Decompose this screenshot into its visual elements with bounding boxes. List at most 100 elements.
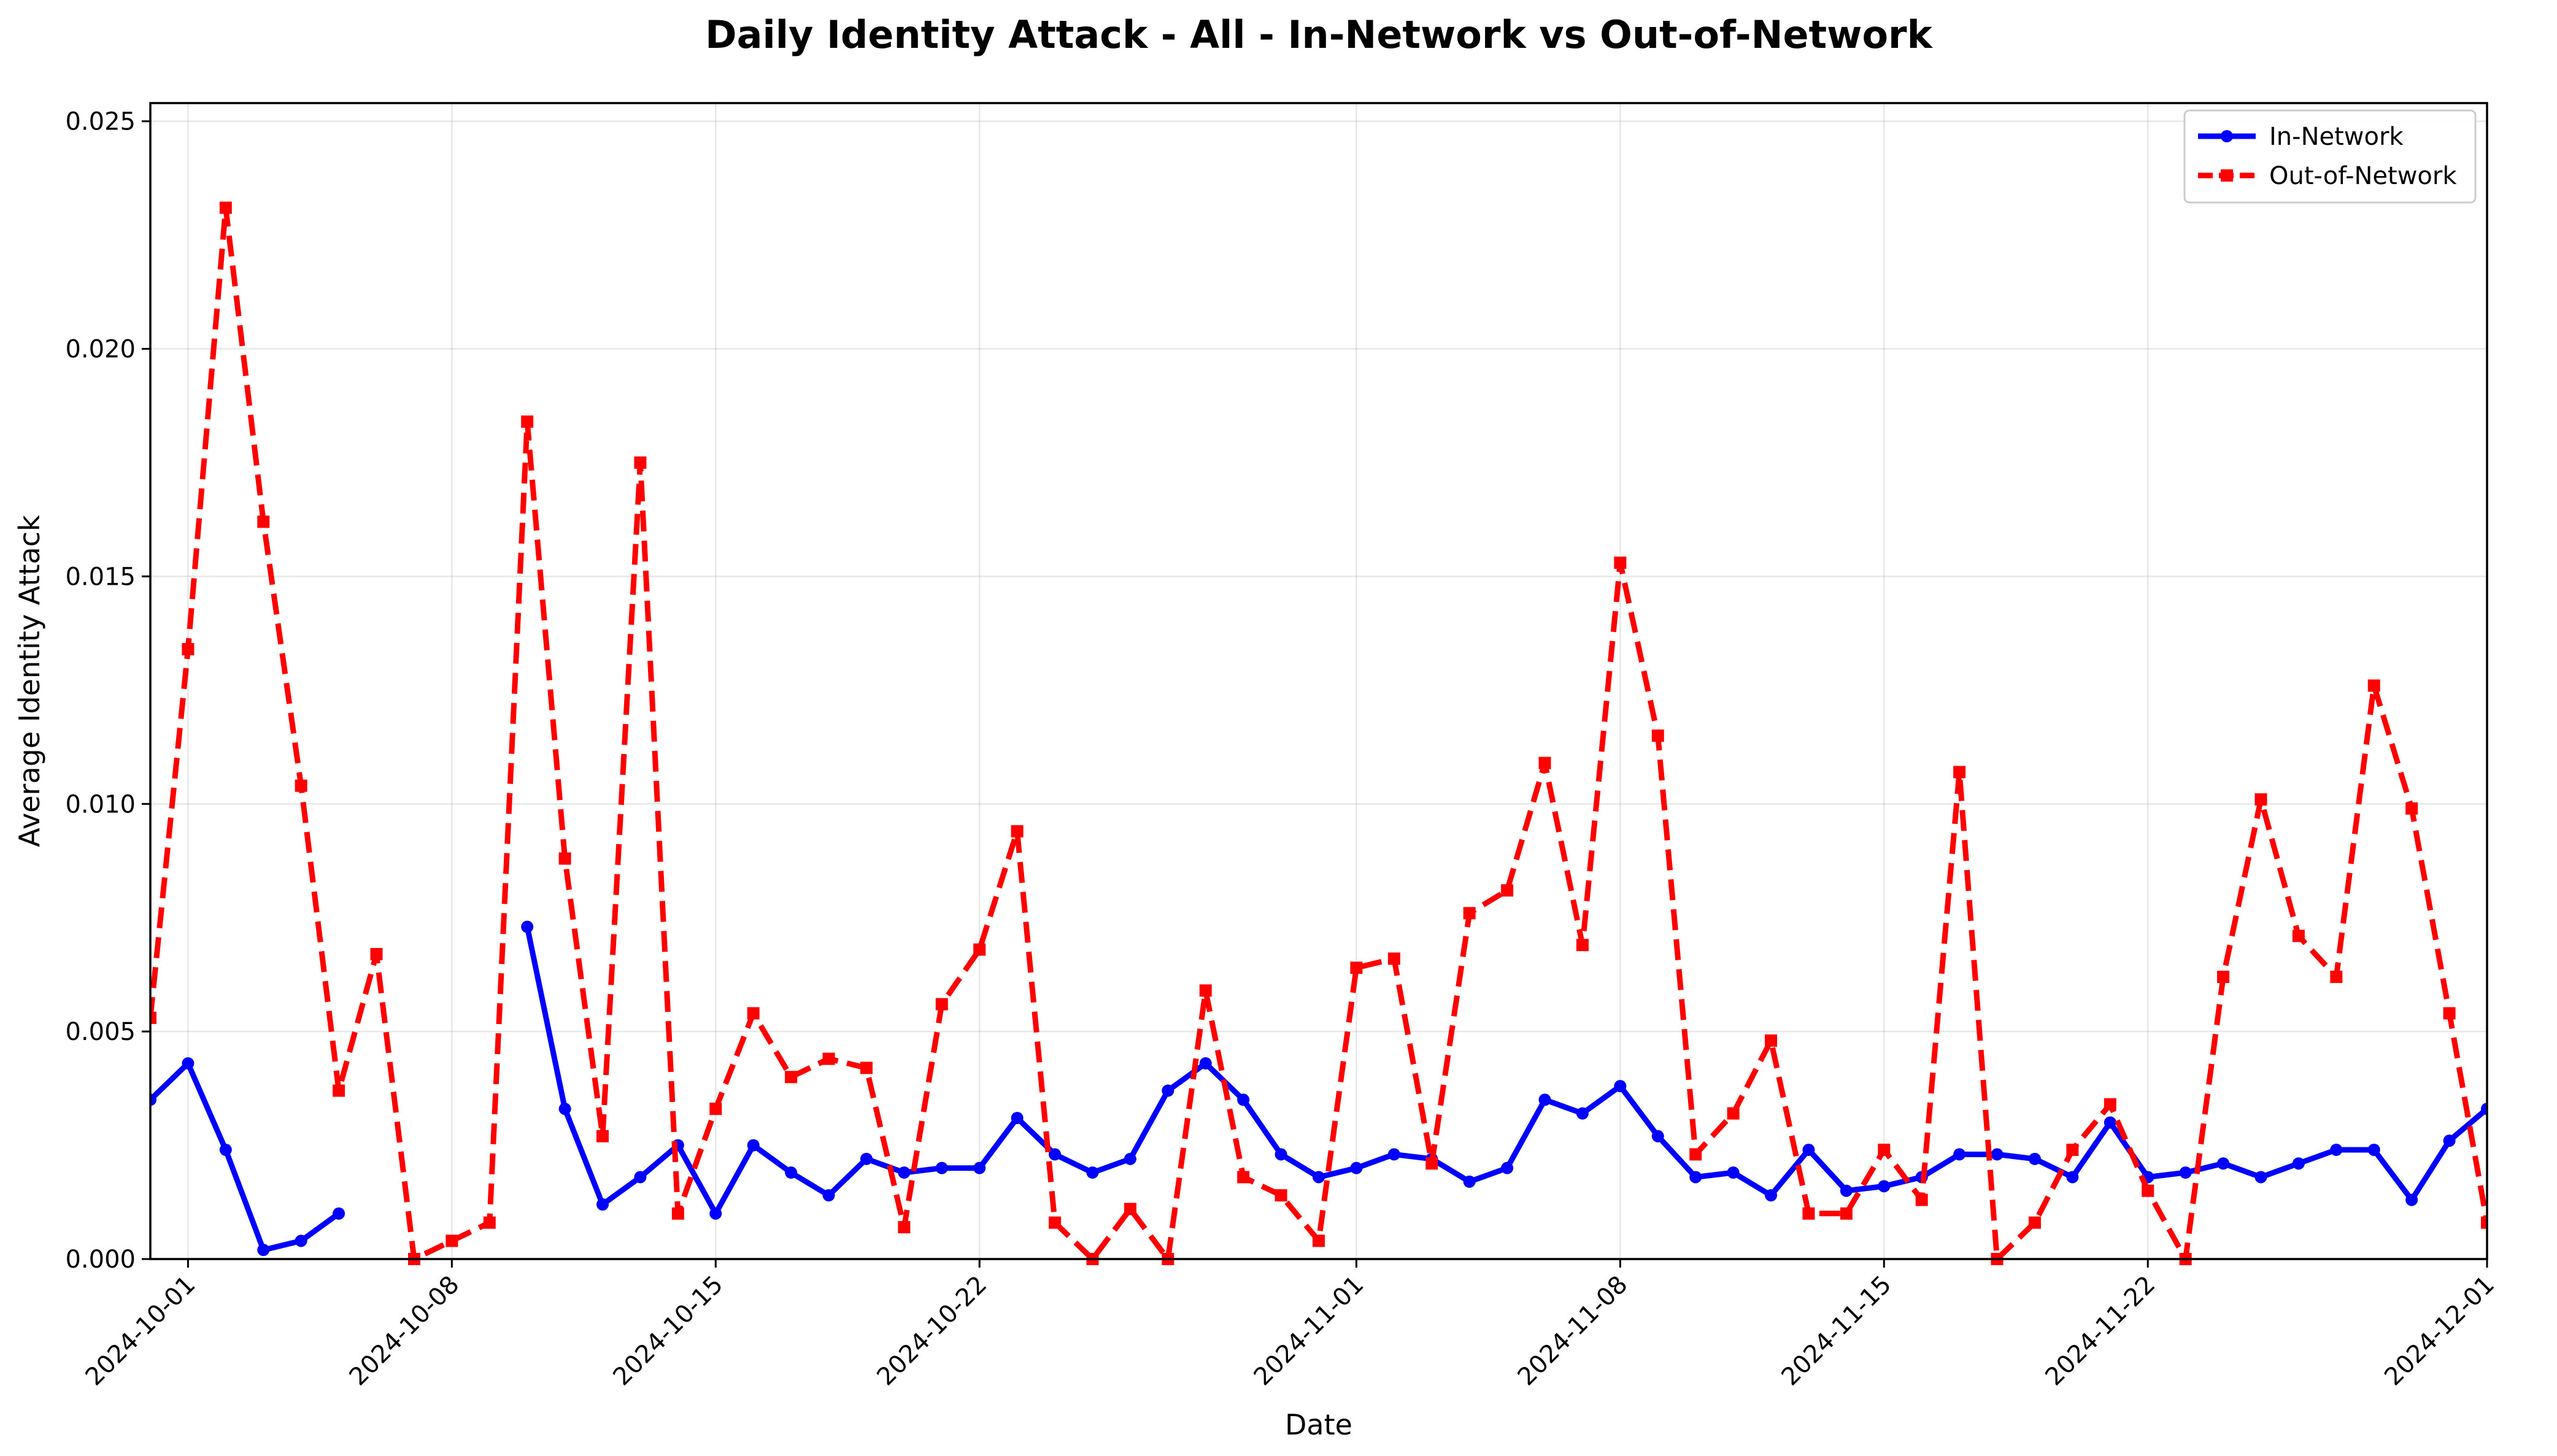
in-network-point (2443, 1134, 2456, 1147)
in-network-point (747, 1139, 760, 1152)
out-of-network-point (1501, 884, 1514, 897)
in-network-point (1651, 1130, 1664, 1142)
in-network-point (1765, 1189, 1778, 1202)
out-of-network-point (785, 1071, 798, 1084)
out-of-network-point (257, 515, 270, 528)
out-of-network-point (333, 1084, 345, 1097)
out-of-network-point (1387, 952, 1400, 965)
in-network-point (973, 1161, 986, 1174)
out-of-network-point (2066, 1143, 2079, 1156)
in-network-point (709, 1207, 722, 1220)
in-network-point (1538, 1093, 1551, 1106)
out-of-network-point (1275, 1189, 1287, 1202)
in-network-point (333, 1207, 345, 1220)
in-network-series (150, 920, 2487, 1257)
out-of-network-point (1878, 1143, 1891, 1156)
y-axis-label: Average Identity Attack (13, 515, 46, 847)
out-of-network-point (2405, 802, 2418, 815)
out-of-network-point (2104, 1098, 2116, 1111)
out-of-network-point (1425, 1157, 1438, 1170)
in-network-point (1199, 1057, 1212, 1070)
out-of-network-point (2142, 1184, 2154, 1197)
in-network-point (634, 1171, 647, 1184)
out-of-network-point (634, 456, 647, 469)
out-of-network-point (2330, 971, 2343, 984)
in-network-point (2217, 1157, 2230, 1170)
in-network-point (1991, 1148, 2004, 1161)
out-of-network-point (1313, 1235, 1325, 1247)
out-of-network-point (2028, 1216, 2041, 1229)
in-network-point (1463, 1175, 1476, 1188)
out-of-network-point (1915, 1193, 1928, 1206)
in-network-point (2066, 1171, 2079, 1184)
y-tick-label: 0.025 (65, 108, 136, 136)
in-network-point (2330, 1143, 2343, 1156)
out-of-network-point (1651, 730, 1664, 742)
out-of-network-point (1049, 1216, 1062, 1229)
in-network-point (1387, 1148, 1400, 1161)
in-network-point (1350, 1161, 1363, 1174)
in-network-point (219, 1143, 232, 1156)
in-network-point (596, 1198, 609, 1211)
series-layer (150, 201, 2487, 1265)
out-of-network-point (2443, 1007, 2456, 1020)
in-network-point (295, 1235, 307, 1247)
in-network-point (1162, 1084, 1174, 1097)
in-network-point (1124, 1152, 1136, 1165)
in-network-legend-label: In-Network (2269, 123, 2404, 151)
out-of-network-point (1350, 961, 1363, 974)
out-of-network-point (370, 948, 383, 961)
in-network-point (1501, 1161, 1514, 1174)
out-of-network-point (483, 1216, 496, 1229)
in-network-legend-marker (2221, 130, 2233, 142)
out-of-network-point (219, 201, 232, 214)
legend: In-Network Out-of-Network (2183, 109, 2477, 204)
in-network-point (150, 1093, 156, 1106)
out-of-network-point (1538, 757, 1551, 769)
chart-title: Daily Identity Attack - All - In-Network… (705, 12, 1933, 57)
out-of-network-point (558, 852, 571, 865)
in-network-point (2367, 1143, 2380, 1156)
out-of-network-point (860, 1061, 873, 1074)
out-of-network-legend-label: Out-of-Network (2269, 162, 2457, 190)
legend-box (2183, 109, 2477, 204)
out-of-network-point (445, 1235, 458, 1247)
in-network-point (2254, 1171, 2267, 1184)
out-of-network-point (2217, 971, 2230, 984)
in-network-point (1313, 1171, 1325, 1184)
in-network-point (1614, 1080, 1627, 1093)
in-network-point (898, 1166, 911, 1179)
in-network-point (558, 1103, 571, 1115)
in-network-point (860, 1152, 873, 1165)
y-tick-label: 0.010 (65, 790, 136, 819)
out-of-network-point (1463, 907, 1476, 920)
out-of-network-point (1124, 1203, 1136, 1215)
in-network-point (1727, 1166, 1740, 1179)
out-of-network-point (2367, 679, 2380, 692)
out-of-network-point (1576, 939, 1589, 952)
y-tick-label: 0.020 (65, 336, 136, 364)
out-of-network-point (709, 1103, 722, 1115)
out-of-network-point (747, 1007, 760, 1020)
in-network-point (1689, 1171, 1702, 1184)
out-of-network-point (295, 779, 307, 792)
in-network-point (1878, 1180, 1891, 1193)
out-of-network-point (2481, 1216, 2487, 1229)
y-tick-label: 0.005 (65, 1018, 136, 1046)
out-of-network-point (898, 1221, 911, 1234)
in-network-point (182, 1057, 195, 1070)
in-network-point (2481, 1103, 2487, 1115)
in-network-point (1953, 1148, 1966, 1161)
out-of-network-point (150, 1011, 156, 1024)
y-tick-label: 0.015 (65, 563, 136, 591)
out-of-network-point (1199, 984, 1212, 997)
out-of-network-legend-marker (2221, 169, 2233, 182)
in-network-point (1275, 1148, 1287, 1161)
in-network-point (1802, 1143, 1815, 1156)
in-network-point (935, 1161, 948, 1174)
out-of-network-point (182, 643, 195, 656)
in-network-point (2179, 1166, 2192, 1179)
out-of-network-point (521, 415, 534, 428)
in-network-point (785, 1166, 798, 1179)
